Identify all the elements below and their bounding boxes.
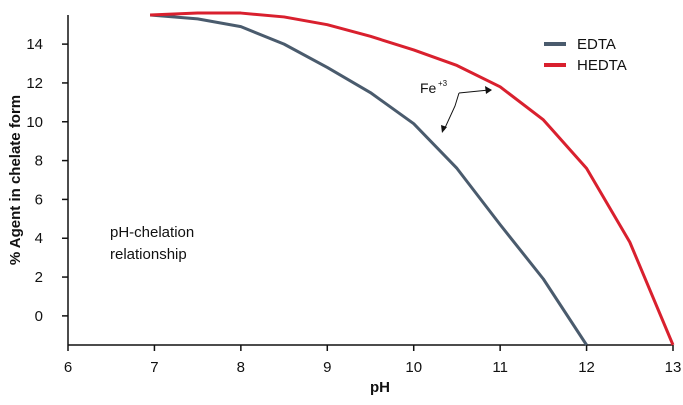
- fe-label: Fe: [420, 80, 437, 96]
- fe-arrow-to-edta: [443, 92, 460, 131]
- fe-charge-label: +3: [438, 79, 448, 88]
- y-tick-label: 10: [26, 114, 43, 131]
- x-tick-label: 11: [492, 359, 508, 376]
- x-tick-label: 6: [64, 359, 72, 376]
- x-tick-label: 13: [665, 359, 682, 376]
- y-tick-label: 14: [26, 36, 43, 53]
- axes: [67, 15, 673, 346]
- chelation-note: pH-chelation relationship: [110, 224, 198, 263]
- y-tick-label: 6: [35, 191, 43, 208]
- y-tick-label: 12: [26, 75, 43, 92]
- x-tick-label: 12: [578, 359, 595, 376]
- y-tick-label: 0: [35, 308, 43, 325]
- series-line-hedta: [150, 11, 675, 346]
- x-tick-label: 8: [237, 359, 245, 376]
- x-axis-title: pH: [370, 379, 390, 396]
- chelation-note-line-2: relationship: [110, 246, 187, 263]
- series: [149, 11, 675, 346]
- ticks: 6 7 8 9 10 11 12 13 0 2 4 6 8 10 12 14: [26, 36, 681, 376]
- chelation-note-line-1: pH-chelation: [110, 224, 194, 241]
- legend-label-edta: EDTA: [577, 36, 616, 53]
- y-tick-label: 8: [35, 153, 43, 170]
- legend: EDTA HEDTA: [544, 36, 627, 74]
- fe-annotation: Fe +3: [420, 79, 492, 133]
- y-tick-label: 2: [35, 269, 43, 286]
- y-axis-title: % Agent in chelate form: [7, 95, 24, 265]
- fe-arrow-to-hedta: [458, 89, 490, 94]
- x-tick-label: 9: [323, 359, 331, 376]
- y-tick-label: 4: [35, 230, 43, 247]
- fe-arrowhead-hedta: [485, 86, 492, 94]
- x-tick-label: 10: [405, 359, 422, 376]
- series-line-edta: [149, 13, 588, 346]
- x-tick-label: 7: [150, 359, 158, 376]
- legend-label-hedta: HEDTA: [577, 57, 627, 74]
- fe-arrowhead-edta: [441, 125, 447, 133]
